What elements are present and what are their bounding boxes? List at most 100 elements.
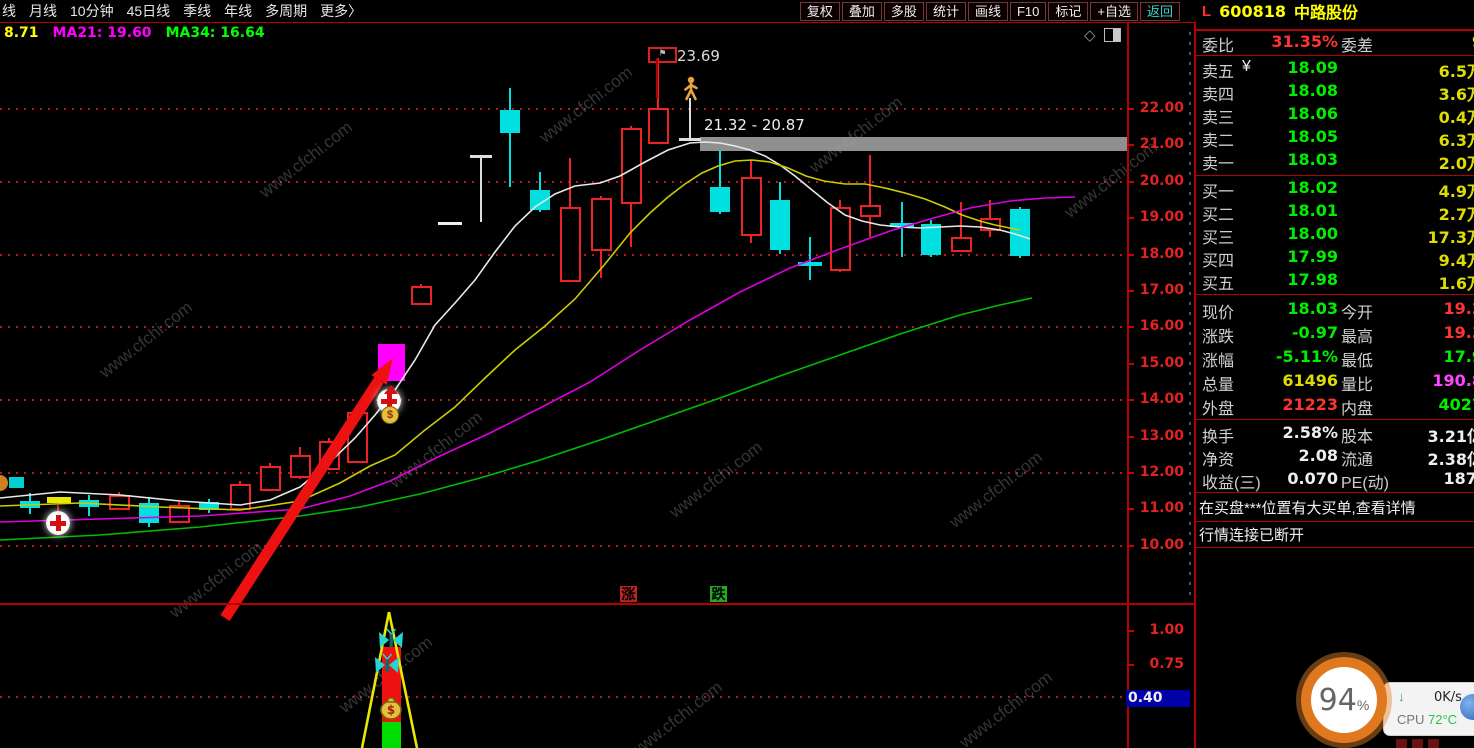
row-label: 总量 bbox=[1202, 377, 1235, 394]
price-tick bbox=[1127, 254, 1134, 256]
candle-25 bbox=[770, 200, 790, 250]
period-menu: 线月线 10分钟 45日线 季线 年线 多周期 更多〉 bbox=[0, 1, 362, 21]
period-menu-item-7[interactable]: 更多〉 bbox=[320, 3, 363, 19]
weibi-row: 委比 31.35%委差9 bbox=[1197, 32, 1474, 55]
price-label-14.00: 14.00 bbox=[1139, 391, 1184, 407]
toolbar-button-F10[interactable]: F10 bbox=[1009, 1, 1047, 21]
split-view-icon[interactable] bbox=[1103, 28, 1121, 42]
row-value-1: 18.03 bbox=[1287, 299, 1338, 318]
panel-divider-2 bbox=[1196, 294, 1474, 295]
toolbar-button-[interactable]: 复权 bbox=[799, 1, 840, 21]
progress-ring: 94 % bbox=[1301, 657, 1387, 743]
row-value-1: 18.03 bbox=[1287, 150, 1338, 169]
stock-name: 中路股份 bbox=[1293, 5, 1358, 22]
watermark-6: www.cfchi.com bbox=[945, 447, 1047, 532]
row-label: 收益(三) bbox=[1202, 475, 1261, 492]
price-tick bbox=[1127, 363, 1134, 365]
big-order-alert[interactable]: 在买盘***位置有大买单,查看详情 bbox=[1199, 500, 1416, 517]
ma-value-2: MA34: 16.64 bbox=[165, 25, 265, 41]
row-value-2: 3.21亿 bbox=[1427, 427, 1474, 446]
price-tick bbox=[1127, 108, 1134, 110]
flag-pole bbox=[656, 58, 658, 98]
row-label-2: 内盘 bbox=[1341, 401, 1374, 418]
fall-badge: 跌 bbox=[710, 586, 727, 602]
toolbar-button-[interactable]: 统计 bbox=[925, 1, 966, 21]
row-label: 净资 bbox=[1202, 452, 1235, 469]
toolbar-button-[interactable]: 画线 bbox=[967, 1, 1008, 21]
info-row-2: 涨幅 -5.11%最低 17.9 bbox=[1197, 347, 1474, 370]
row-label: 涨跌 bbox=[1202, 329, 1235, 346]
sell-row-4: 卖四 18.08 3.6万 bbox=[1197, 81, 1474, 104]
period-menu-item-1[interactable]: 月线 bbox=[29, 3, 57, 19]
toolbar-button-[interactable]: 标记 bbox=[1048, 1, 1089, 21]
candle-11 bbox=[347, 412, 368, 463]
medic-cross-icon-0 bbox=[46, 511, 70, 535]
price-label-21.00: 21.00 bbox=[1139, 136, 1184, 152]
price-label-12.00: 12.00 bbox=[1139, 464, 1184, 480]
price-label-17.00: 17.00 bbox=[1139, 282, 1184, 298]
red-triangle-icon bbox=[384, 385, 398, 394]
high-flag-icon: ⚑ bbox=[648, 47, 677, 63]
buy-row-4: 买四 17.99 9.4万 bbox=[1197, 247, 1474, 270]
diamond-icon[interactable]: ◇ bbox=[1084, 27, 1096, 44]
period-menu-item-4[interactable]: 季线 bbox=[183, 3, 212, 19]
row-label-2: 委差 bbox=[1341, 38, 1374, 55]
row-value-1: 31.35% bbox=[1271, 32, 1338, 51]
candle-18 bbox=[560, 207, 581, 282]
buy-row-5: 买五 17.98 1.6万 bbox=[1197, 270, 1474, 293]
assistant-orb-icon[interactable] bbox=[1460, 694, 1474, 720]
price-tick bbox=[1127, 144, 1134, 146]
candle-22 bbox=[679, 138, 701, 141]
gap-range-label: 21.32 - 20.87 bbox=[704, 116, 805, 134]
clipped-ticker-text bbox=[1396, 739, 1439, 748]
watermark-10: www.cfchi.com bbox=[955, 667, 1057, 748]
panel-divider-3 bbox=[1196, 419, 1474, 420]
candle-17 bbox=[530, 190, 550, 210]
progress-percent: % bbox=[1356, 697, 1370, 713]
high-price-label: 23.69 bbox=[677, 47, 720, 65]
stock-marker: L bbox=[1202, 2, 1212, 20]
period-menu-item-0[interactable]: 线 bbox=[2, 3, 16, 19]
row-label-2: 量比 bbox=[1341, 377, 1374, 394]
row-value-1: 18.05 bbox=[1287, 127, 1338, 146]
row-value-1: 2.58% bbox=[1282, 423, 1338, 442]
candle-1 bbox=[47, 497, 71, 503]
watermark-4: www.cfchi.com bbox=[385, 407, 487, 492]
cpu-label: CPU bbox=[1397, 712, 1425, 727]
price-tick bbox=[1127, 217, 1134, 219]
row-value-2: 0.4万 bbox=[1438, 108, 1474, 127]
toolbar-button-[interactable]: 多股 bbox=[883, 1, 924, 21]
row-label: 卖三 bbox=[1202, 110, 1235, 127]
toolbar-button-[interactable]: 返回 bbox=[1139, 1, 1180, 21]
panel-divider-5 bbox=[1196, 521, 1474, 522]
row-value-1: 21223 bbox=[1282, 395, 1338, 414]
period-menu-item-5[interactable]: 年线 bbox=[224, 3, 253, 19]
stock-title: L 600818 中路股份 bbox=[1196, 0, 1474, 23]
price-label-19.00: 19.00 bbox=[1139, 209, 1184, 225]
toolbar-button-[interactable]: 叠加 bbox=[841, 1, 882, 21]
price-tick bbox=[1127, 399, 1134, 401]
row-label: 买一 bbox=[1202, 184, 1235, 201]
period-menu-item-3[interactable]: 45日线 bbox=[126, 3, 171, 19]
menubar: 线月线 10分钟 45日线 季线 年线 多周期 更多〉 复权 叠加 多股 统计 画线 F10 标记 +自选… bbox=[0, 0, 1474, 22]
row-value-1: 2.08 bbox=[1298, 446, 1338, 465]
network-speed: 0K/s bbox=[1434, 690, 1462, 705]
subchart-divider bbox=[0, 603, 1196, 605]
candle-14 bbox=[438, 222, 462, 225]
watermark-2: www.cfchi.com bbox=[805, 92, 907, 177]
price-tick bbox=[1127, 181, 1134, 183]
price-label-16.00: 16.00 bbox=[1139, 318, 1184, 334]
candle-24 bbox=[741, 177, 762, 236]
candle-15 bbox=[470, 155, 492, 158]
rise-badge: 涨 bbox=[620, 586, 637, 602]
row-value-2: 2.0万 bbox=[1438, 154, 1474, 173]
price-label-18.00: 18.00 bbox=[1139, 246, 1184, 262]
period-menu-item-2[interactable]: 10分钟 bbox=[70, 3, 114, 19]
toolbar-button-[interactable]: +自选 bbox=[1090, 1, 1138, 21]
period-menu-item-6[interactable]: 多周期 bbox=[265, 3, 308, 19]
buy-row-2: 买二 18.01 2.7万 bbox=[1197, 201, 1474, 224]
price-tick bbox=[1127, 290, 1134, 292]
candle-wick bbox=[509, 88, 511, 187]
panel-divider-0 bbox=[1196, 55, 1474, 56]
